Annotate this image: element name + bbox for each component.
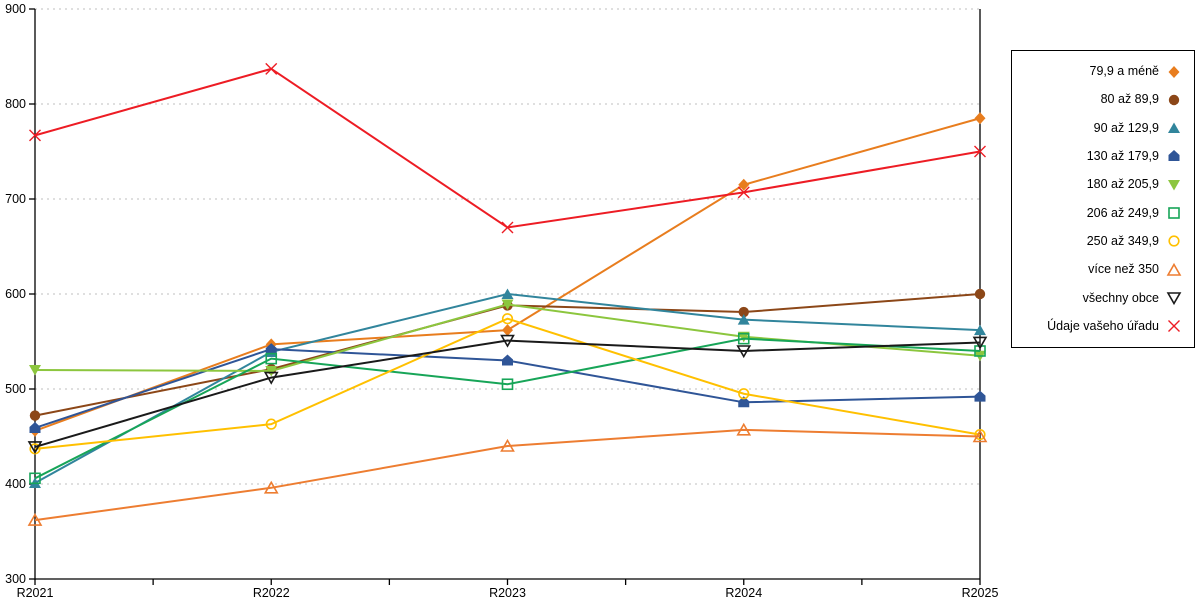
x-tick-label: R2021 [17, 586, 54, 600]
data-point-s7-R2024 [736, 422, 752, 436]
data-point-s6-R2022 [265, 418, 277, 430]
series-6 [29, 313, 986, 455]
data-point-s3-R2021 [29, 421, 41, 433]
x-tick-label: R2022 [253, 586, 290, 600]
series-9 [29, 62, 986, 234]
legend-item-2: 90 až 129,9 [1024, 121, 1182, 136]
legend-item-label: Údaje vašeho úřadu [1047, 318, 1159, 333]
data-point-s2-R2023 [501, 288, 514, 299]
series-7 [27, 422, 988, 526]
data-point-s3-R2023 [502, 354, 513, 366]
legend-item-label: více než 350 [1088, 262, 1159, 277]
data-point-s5-R2025 [974, 345, 986, 357]
data-point-s0-R2023 [502, 324, 513, 337]
data-point-s5-R2022 [265, 352, 278, 365]
data-point-s6-R2024 [738, 388, 750, 400]
data-point-s7-R2022 [263, 480, 279, 494]
legend-marker-square-open-icon [1168, 207, 1180, 219]
y-tick-label: 600 [5, 287, 26, 301]
legend-item-label: 250 až 349,9 [1086, 233, 1159, 248]
data-point-s0-R2025 [974, 112, 986, 125]
series-line-8 [34, 339, 981, 448]
legend: 79,9 a méně 80 až 89,9 90 až 129,9 130 až 1… [1011, 50, 1195, 348]
legend-item-label: 206 až 249,9 [1086, 205, 1159, 220]
data-point-s7-R2023 [500, 438, 515, 452]
y-tick-label: 400 [5, 477, 26, 491]
series-line-7 [34, 428, 981, 522]
legend-item-4: 180 až 205,9 [1024, 177, 1182, 192]
data-point-s8-R2025 [972, 336, 988, 350]
y-tick-label: 800 [5, 97, 26, 111]
y-tick-label: 300 [5, 572, 26, 586]
legend-item-3: 130 až 179,9 [1024, 149, 1182, 164]
legend-marker-triangle-up-open-icon [1166, 262, 1182, 276]
legend-item-label: 79,9 a méně [1089, 64, 1160, 78]
data-point-s1-R2024 [738, 306, 749, 318]
x-tick-label: R2023 [489, 586, 526, 600]
data-point-s9-R2022 [265, 62, 278, 75]
data-point-s3-R2025 [974, 390, 986, 402]
data-point-s9-R2024 [737, 186, 750, 199]
data-point-s7-R2025 [972, 429, 988, 443]
data-point-s4-R2023 [501, 299, 514, 310]
legend-item-label: 90 až 129,9 [1093, 120, 1159, 135]
data-point-s9-R2023 [501, 221, 514, 234]
series-3 [29, 343, 986, 433]
data-point-s5-R2021 [29, 472, 41, 485]
legend-marker-diamond-icon [1168, 65, 1180, 78]
legend-item-label: všechny obce [1082, 290, 1159, 305]
x-tick-label: R2025 [962, 586, 999, 600]
legend-item-1: 80 až 89,9 [1024, 92, 1182, 107]
legend-item-5: 206 až 249,9 [1024, 206, 1182, 221]
data-point-s5-R2024 [737, 332, 750, 345]
series-line-6 [34, 317, 981, 450]
data-point-s8-R2023 [500, 334, 515, 348]
y-tick-label: 900 [5, 2, 26, 16]
legend-marker-triangle-down-open-icon [1166, 292, 1182, 306]
data-point-s9-R2025 [974, 145, 986, 158]
legend-item-8: všechny obce [1024, 291, 1182, 306]
data-point-s2-R2024 [737, 314, 750, 325]
legend-item-7: více než 350 [1024, 262, 1182, 277]
data-point-s7-R2021 [27, 512, 43, 526]
data-point-s3-R2022 [265, 343, 277, 355]
data-point-s1-R2021 [29, 410, 41, 421]
data-point-s3-R2024 [738, 396, 750, 408]
data-point-s2-R2025 [974, 324, 986, 336]
legend-item-9: Údaje vašeho úřadu [1024, 319, 1182, 334]
legend-marker-pentagon-icon [1168, 150, 1180, 162]
x-tick-label: R2024 [725, 586, 762, 600]
legend-marker-circle-open-icon [1168, 235, 1180, 248]
legend-marker-triangle-up-icon [1168, 122, 1180, 134]
legend-item-label: 130 až 179,9 [1086, 148, 1159, 163]
data-point-s9-R2021 [29, 129, 41, 142]
legend-marker-triangle-down-icon [1168, 179, 1180, 191]
data-point-s4-R2021 [29, 365, 41, 376]
data-point-s0-R2024 [738, 178, 750, 191]
series-8 [27, 334, 988, 455]
legend-item-0: 79,9 a méně [1024, 64, 1182, 79]
series-5 [29, 332, 986, 485]
legend-item-label: 180 až 205,9 [1086, 177, 1159, 192]
data-point-s5-R2023 [501, 378, 514, 391]
series-line-9 [34, 67, 981, 229]
legend-marker-circle-icon [1168, 94, 1180, 106]
data-point-s4-R2022 [265, 365, 278, 377]
legend-item-label: 80 až 89,9 [1100, 92, 1159, 107]
data-point-s8-R2021 [27, 441, 43, 455]
legend-marker-x-icon [1168, 320, 1180, 333]
series-line-5 [34, 337, 981, 480]
legend-item-6: 250 až 349,9 [1024, 234, 1182, 249]
data-point-s8-R2024 [736, 345, 752, 359]
data-point-s6-R2023 [501, 313, 514, 325]
data-point-s1-R2025 [974, 288, 986, 300]
data-point-s8-R2022 [263, 371, 279, 385]
y-tick-label: 700 [5, 192, 26, 206]
y-tick-label: 500 [5, 382, 26, 396]
